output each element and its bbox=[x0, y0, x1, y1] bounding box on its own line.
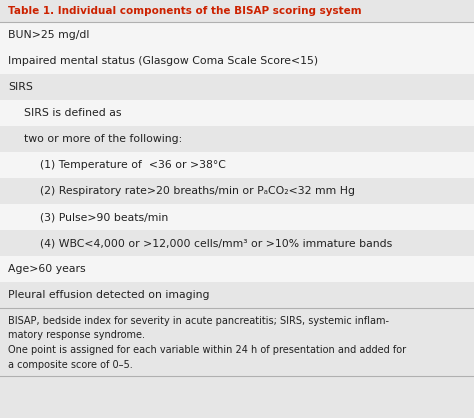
Bar bbox=[0, 178, 474, 204]
Bar bbox=[0, 204, 474, 230]
Text: two or more of the following:: two or more of the following: bbox=[24, 134, 182, 144]
Bar bbox=[0, 230, 474, 256]
Bar bbox=[0, 152, 474, 178]
Text: One point is assigned for each variable within 24 h of presentation and added fo: One point is assigned for each variable … bbox=[8, 345, 406, 355]
Bar bbox=[0, 74, 474, 100]
Text: SIRS: SIRS bbox=[8, 82, 33, 92]
Text: matory response syndrome.: matory response syndrome. bbox=[8, 331, 145, 341]
Text: Impaired mental status (Glasgow Coma Scale Score<15): Impaired mental status (Glasgow Coma Sca… bbox=[8, 56, 318, 66]
Text: a composite score of 0–5.: a composite score of 0–5. bbox=[8, 359, 133, 370]
Text: BUN>25 mg/dl: BUN>25 mg/dl bbox=[8, 30, 90, 40]
Text: (2) Respiratory rate>20 breaths/min or PₐCO₂<32 mm Hg: (2) Respiratory rate>20 breaths/min or P… bbox=[40, 186, 355, 196]
Bar bbox=[0, 308, 474, 378]
Text: (1) Temperature of  <36 or >38°C: (1) Temperature of <36 or >38°C bbox=[40, 160, 226, 170]
Bar bbox=[0, 256, 474, 282]
Text: (4) WBC<4,000 or >12,000 cells/mm³ or >10% immature bands: (4) WBC<4,000 or >12,000 cells/mm³ or >1… bbox=[40, 238, 392, 248]
Bar bbox=[0, 282, 474, 308]
Text: SIRS is defined as: SIRS is defined as bbox=[24, 108, 121, 118]
Text: Age>60 years: Age>60 years bbox=[8, 264, 86, 274]
Bar bbox=[0, 22, 474, 48]
Bar bbox=[0, 0, 474, 22]
Bar bbox=[0, 376, 474, 418]
Text: Table 1. Individual components of the BISAP scoring system: Table 1. Individual components of the BI… bbox=[8, 6, 362, 16]
Bar bbox=[0, 100, 474, 126]
Text: Pleural effusion detected on imaging: Pleural effusion detected on imaging bbox=[8, 290, 210, 300]
Bar bbox=[0, 48, 474, 74]
Text: (3) Pulse>90 beats/min: (3) Pulse>90 beats/min bbox=[40, 212, 168, 222]
Bar bbox=[0, 126, 474, 152]
Text: BISAP, bedside index for severity in acute pancreatitis; SIRS, systemic inflam-: BISAP, bedside index for severity in acu… bbox=[8, 316, 389, 326]
